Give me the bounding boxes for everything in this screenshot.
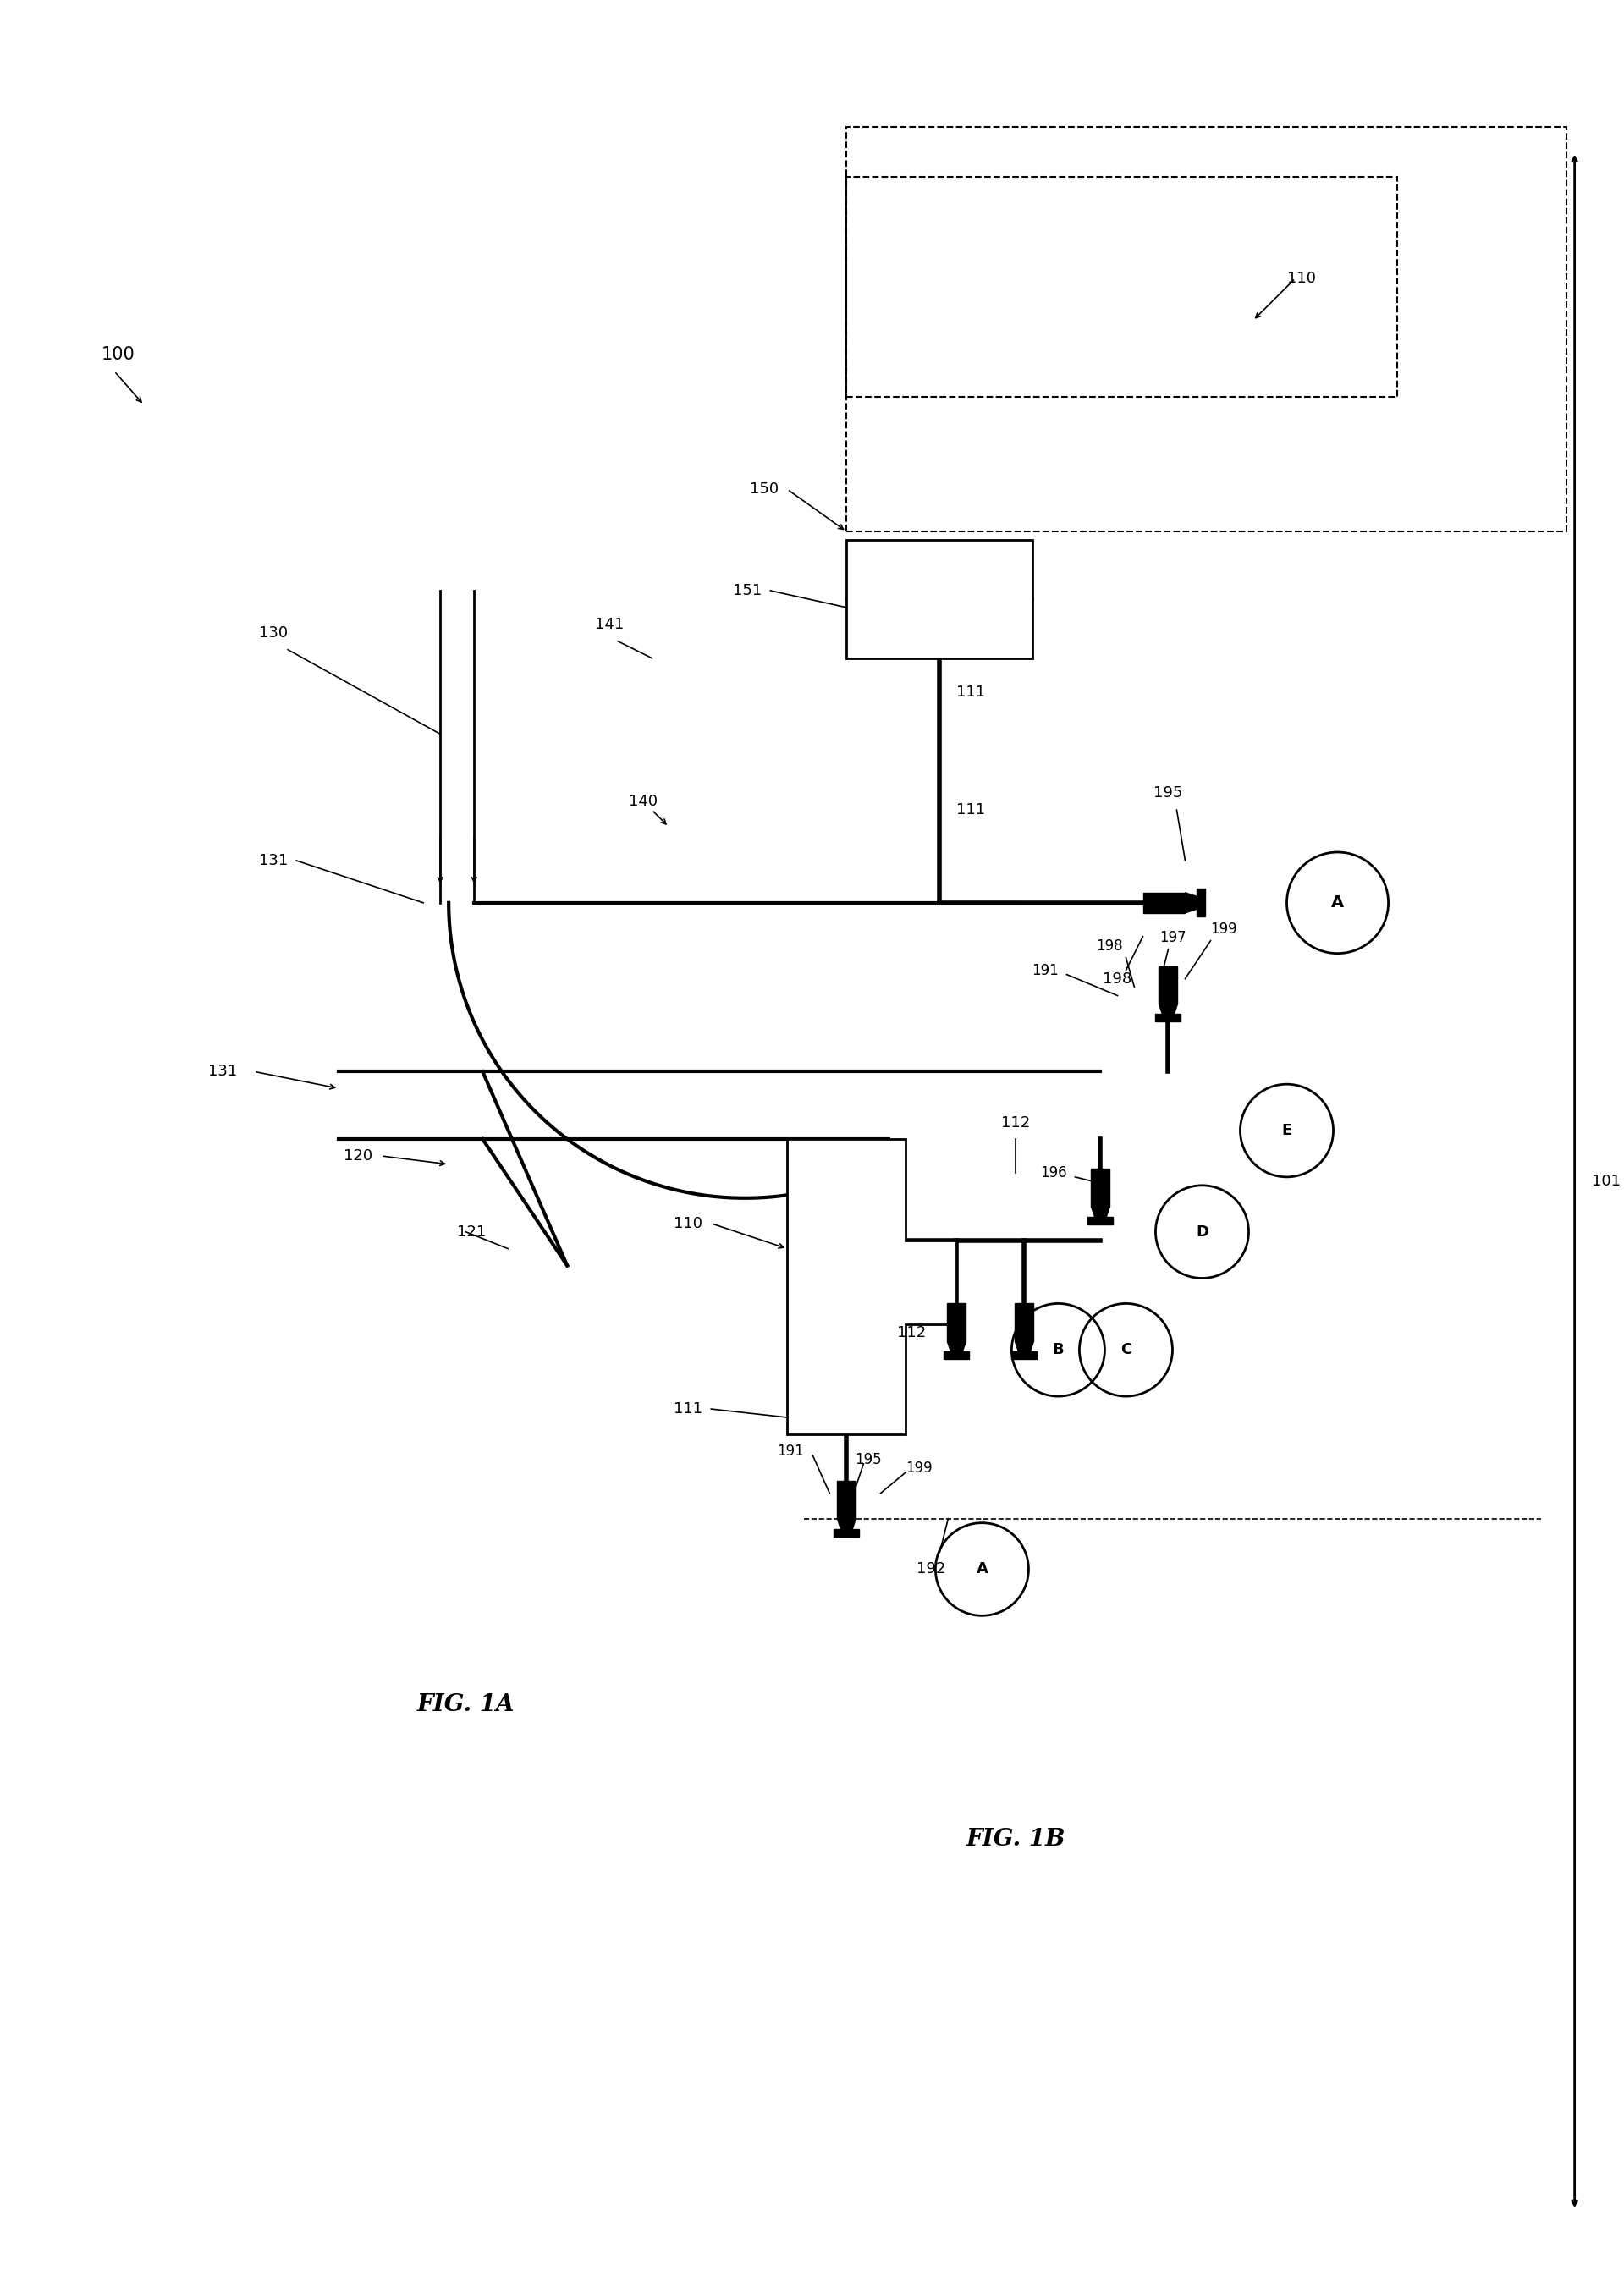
Text: 192: 192	[916, 1560, 945, 1576]
Text: 101: 101	[1592, 1173, 1621, 1189]
Polygon shape	[1091, 1207, 1109, 1216]
Text: C: C	[1121, 1342, 1132, 1358]
Polygon shape	[1088, 1216, 1112, 1223]
Text: 151: 151	[732, 583, 762, 599]
Text: 199: 199	[1210, 920, 1237, 936]
Text: 196: 196	[1039, 1164, 1067, 1180]
Polygon shape	[1197, 888, 1205, 916]
Polygon shape	[838, 1519, 856, 1529]
Text: FIG. 1A: FIG. 1A	[417, 1693, 515, 1715]
Text: 121: 121	[456, 1223, 486, 1239]
Polygon shape	[1186, 893, 1197, 913]
Polygon shape	[1143, 893, 1186, 913]
Text: 120: 120	[344, 1148, 372, 1164]
Text: A: A	[1332, 895, 1345, 911]
Text: 130: 130	[258, 624, 287, 640]
Polygon shape	[1091, 1169, 1109, 1207]
Polygon shape	[838, 1481, 856, 1519]
Polygon shape	[833, 1529, 859, 1535]
Polygon shape	[944, 1351, 970, 1360]
Text: 199: 199	[906, 1460, 932, 1476]
Text: 111: 111	[957, 802, 986, 818]
Text: 131: 131	[258, 852, 287, 868]
Text: 150: 150	[750, 481, 780, 497]
Text: A: A	[976, 1563, 987, 1576]
Polygon shape	[1160, 966, 1177, 1005]
Polygon shape	[947, 1303, 966, 1342]
Polygon shape	[788, 1139, 957, 1435]
Bar	[846, 540, 1033, 658]
Bar	[846, 128, 1566, 531]
Text: FIG. 1B: FIG. 1B	[966, 1827, 1065, 1850]
Text: 198: 198	[1096, 939, 1122, 954]
Text: D: D	[1195, 1223, 1208, 1239]
Text: 197: 197	[1160, 929, 1187, 945]
Text: 100: 100	[102, 346, 135, 362]
Text: 141: 141	[594, 617, 624, 631]
Text: 191: 191	[778, 1444, 804, 1458]
Polygon shape	[1012, 1351, 1038, 1360]
Text: 198: 198	[1103, 970, 1132, 986]
Text: 112: 112	[898, 1326, 926, 1342]
Polygon shape	[1015, 1303, 1033, 1342]
Text: 110: 110	[1286, 271, 1315, 287]
Text: 111: 111	[674, 1401, 703, 1417]
Polygon shape	[1015, 1342, 1033, 1351]
Polygon shape	[1160, 1005, 1177, 1014]
Bar	[846, 178, 1397, 396]
Polygon shape	[947, 1342, 966, 1351]
Polygon shape	[1156, 1014, 1181, 1023]
Text: 110: 110	[674, 1216, 703, 1230]
Text: 140: 140	[628, 795, 658, 809]
Text: 111: 111	[957, 683, 986, 699]
Text: 191: 191	[1031, 964, 1059, 977]
Text: 131: 131	[208, 1064, 237, 1080]
Text: E: E	[1281, 1123, 1293, 1139]
Text: B: B	[1052, 1342, 1064, 1358]
Text: 112: 112	[1002, 1116, 1030, 1130]
Text: 195: 195	[1153, 786, 1182, 800]
Text: 195: 195	[854, 1451, 882, 1467]
